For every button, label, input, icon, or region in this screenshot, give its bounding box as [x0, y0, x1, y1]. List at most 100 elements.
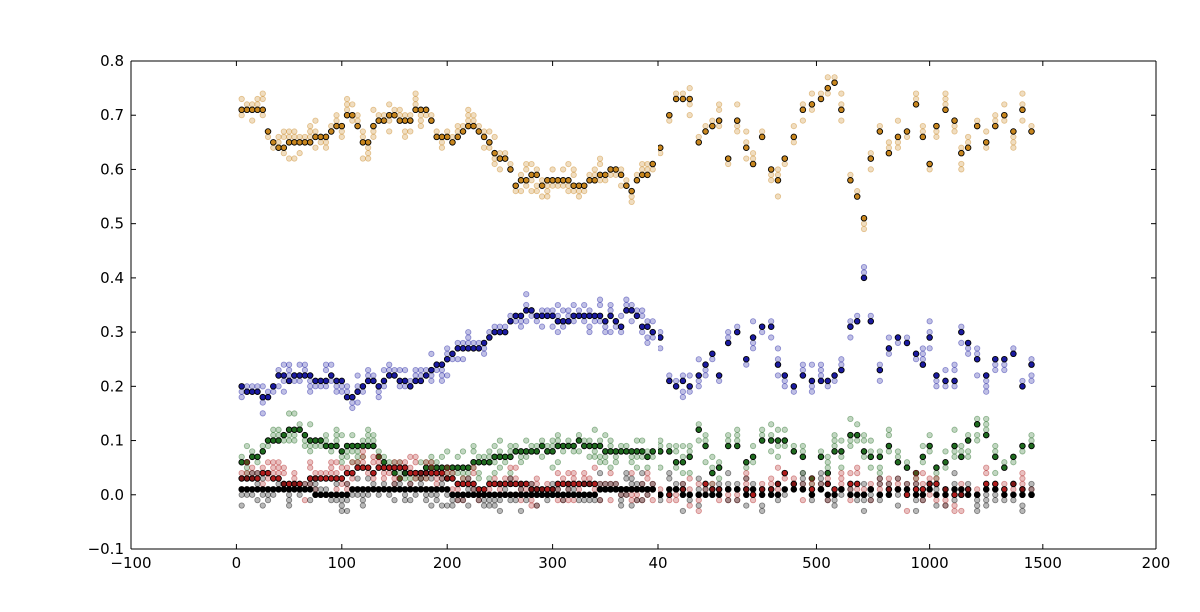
scatter-point	[280, 372, 288, 379]
scatter-point	[322, 491, 330, 499]
scatter-point	[709, 491, 716, 499]
scatter-point-ghost	[1010, 144, 1017, 151]
scatter-point-ghost	[919, 442, 926, 450]
scatter-point-ghost	[885, 486, 892, 493]
scatter-point	[992, 355, 999, 363]
scatter-point	[715, 372, 723, 379]
scatter-point-ghost	[575, 188, 583, 195]
scatter-point	[903, 491, 911, 499]
scatter-point	[312, 437, 319, 444]
scatter-point	[280, 431, 288, 439]
scatter-point	[1001, 355, 1008, 363]
scatter-point-ghost	[644, 166, 651, 173]
scatter-point-ghost	[444, 372, 451, 379]
scatter-point	[317, 491, 324, 499]
scatter-point	[501, 155, 509, 162]
scatter-point-ghost	[470, 448, 477, 455]
scatter-point-ghost	[285, 497, 293, 504]
scatter-point-ghost	[291, 470, 298, 477]
scatter-point-ghost	[734, 497, 741, 504]
scatter-point-ghost	[554, 497, 561, 504]
scatter-point	[853, 491, 861, 499]
scatter-point-ghost	[554, 432, 561, 439]
scatter-point-ghost	[951, 480, 958, 488]
scatter-point-ghost	[417, 112, 424, 119]
scatter-point-ghost	[570, 486, 577, 493]
scatter-point	[533, 448, 541, 455]
scatter-point-ghost	[618, 442, 625, 450]
scatter-point-ghost	[401, 133, 409, 140]
scatter-point-ghost	[375, 112, 382, 119]
scatter-point-ghost	[349, 448, 356, 455]
scatter-point	[264, 128, 272, 135]
scatter-point	[486, 458, 493, 466]
scatter-point	[270, 139, 277, 146]
scatter-point-ghost	[774, 166, 782, 173]
scatter-point-ghost	[444, 345, 451, 352]
scatter-point-ghost	[1001, 459, 1008, 466]
scatter-point-ghost	[507, 469, 514, 477]
scatter-point-ghost	[465, 112, 472, 119]
scatter-point	[375, 464, 382, 471]
scatter-point-ghost	[774, 497, 782, 504]
scatter-point-ghost	[417, 117, 424, 124]
scatter-point-ghost	[528, 312, 535, 319]
scatter-point	[992, 480, 999, 488]
scatter-point-ghost	[317, 383, 324, 390]
scatter-point-ghost	[860, 432, 868, 439]
scatter-point-ghost	[491, 459, 498, 466]
scatter-point-ghost	[876, 464, 883, 471]
scatter-point-ghost	[983, 388, 990, 395]
scatter-point-ghost	[433, 366, 440, 374]
scatter-point-ghost	[734, 426, 741, 433]
scatter-point-ghost	[533, 486, 540, 493]
scatter-point	[570, 491, 577, 499]
scatter-point	[254, 486, 261, 493]
scatter-point-ghost	[1019, 475, 1026, 482]
scatter-point-ghost	[238, 95, 245, 103]
scatter-point	[338, 491, 346, 499]
scatter-point-ghost	[951, 502, 958, 509]
scatter-point-ghost	[942, 90, 949, 97]
scatter-point	[992, 122, 999, 130]
scatter-point-ghost	[596, 437, 604, 444]
scatter-point-ghost	[554, 328, 561, 336]
scatter-point-ghost	[380, 383, 388, 390]
scatter-point-ghost	[264, 133, 272, 140]
scatter-point	[364, 486, 372, 493]
scatter-point-ghost	[386, 459, 393, 466]
scatter-point-ghost	[658, 150, 664, 157]
scatter-point-ghost	[709, 464, 716, 471]
scatter-point-ghost	[768, 432, 775, 439]
scatter-point-ghost	[365, 469, 372, 477]
scatter-point-ghost	[328, 464, 335, 471]
scatter-point-ghost	[965, 486, 972, 493]
scatter-point-ghost	[725, 491, 732, 498]
scatter-point-ghost	[391, 459, 398, 466]
scatter-point-ghost	[607, 437, 614, 444]
scatter-point-ghost	[974, 372, 981, 379]
scatter-point	[328, 372, 335, 379]
scatter-point	[312, 491, 319, 499]
scatter-point-ghost	[926, 329, 933, 336]
scatter-point-ghost	[322, 432, 330, 439]
scatter-point-ghost	[312, 128, 319, 135]
scatter-point	[964, 144, 972, 152]
scatter-point	[438, 469, 446, 477]
scatter-point	[470, 345, 477, 352]
scatter-point-ghost	[725, 432, 732, 439]
scatter-point-ghost	[412, 475, 419, 482]
scatter-point-ghost	[885, 334, 892, 341]
scatter-point-ghost	[359, 453, 366, 460]
scatter-point-ghost	[607, 328, 614, 336]
scatter-point-ghost	[867, 448, 874, 455]
scatter-point-ghost	[679, 480, 687, 488]
scatter-point	[375, 383, 382, 390]
scatter-point	[951, 491, 958, 499]
scatter-point-ghost	[459, 475, 467, 482]
scatter-point-ghost	[438, 480, 446, 488]
scatter-point	[666, 448, 673, 455]
scatter-point	[964, 437, 972, 444]
scatter-point-ghost	[749, 339, 757, 347]
scatter-point	[254, 453, 261, 461]
